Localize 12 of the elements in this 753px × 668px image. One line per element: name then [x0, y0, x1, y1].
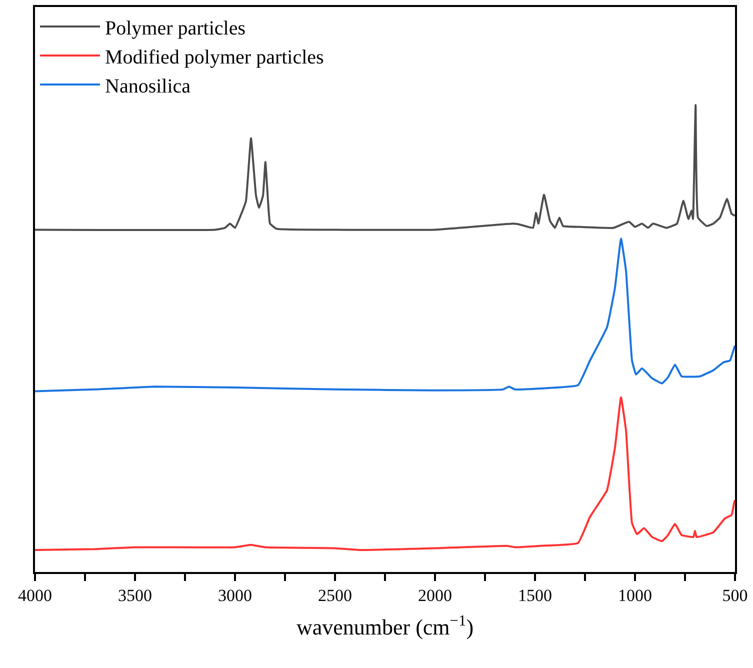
legend-label: Polymer particles [105, 17, 246, 40]
x-axis-title: wavenumber (cm$^{−1}$) [296, 612, 474, 640]
x-tick-label: 500 [722, 586, 748, 606]
x-tick-label: 4000 [18, 586, 52, 606]
x-tick-label: 3000 [218, 586, 252, 606]
x-tick-label: 3500 [118, 586, 152, 606]
x-tick-label: 1000 [618, 586, 652, 606]
x-tick-label: 2000 [418, 586, 452, 606]
legend-label: Modified polymer particles [105, 46, 324, 68]
x-tick-label: 1500 [518, 586, 552, 606]
legend-label: Nanosilica [105, 75, 191, 98]
x-tick-label: 2500 [318, 586, 352, 606]
